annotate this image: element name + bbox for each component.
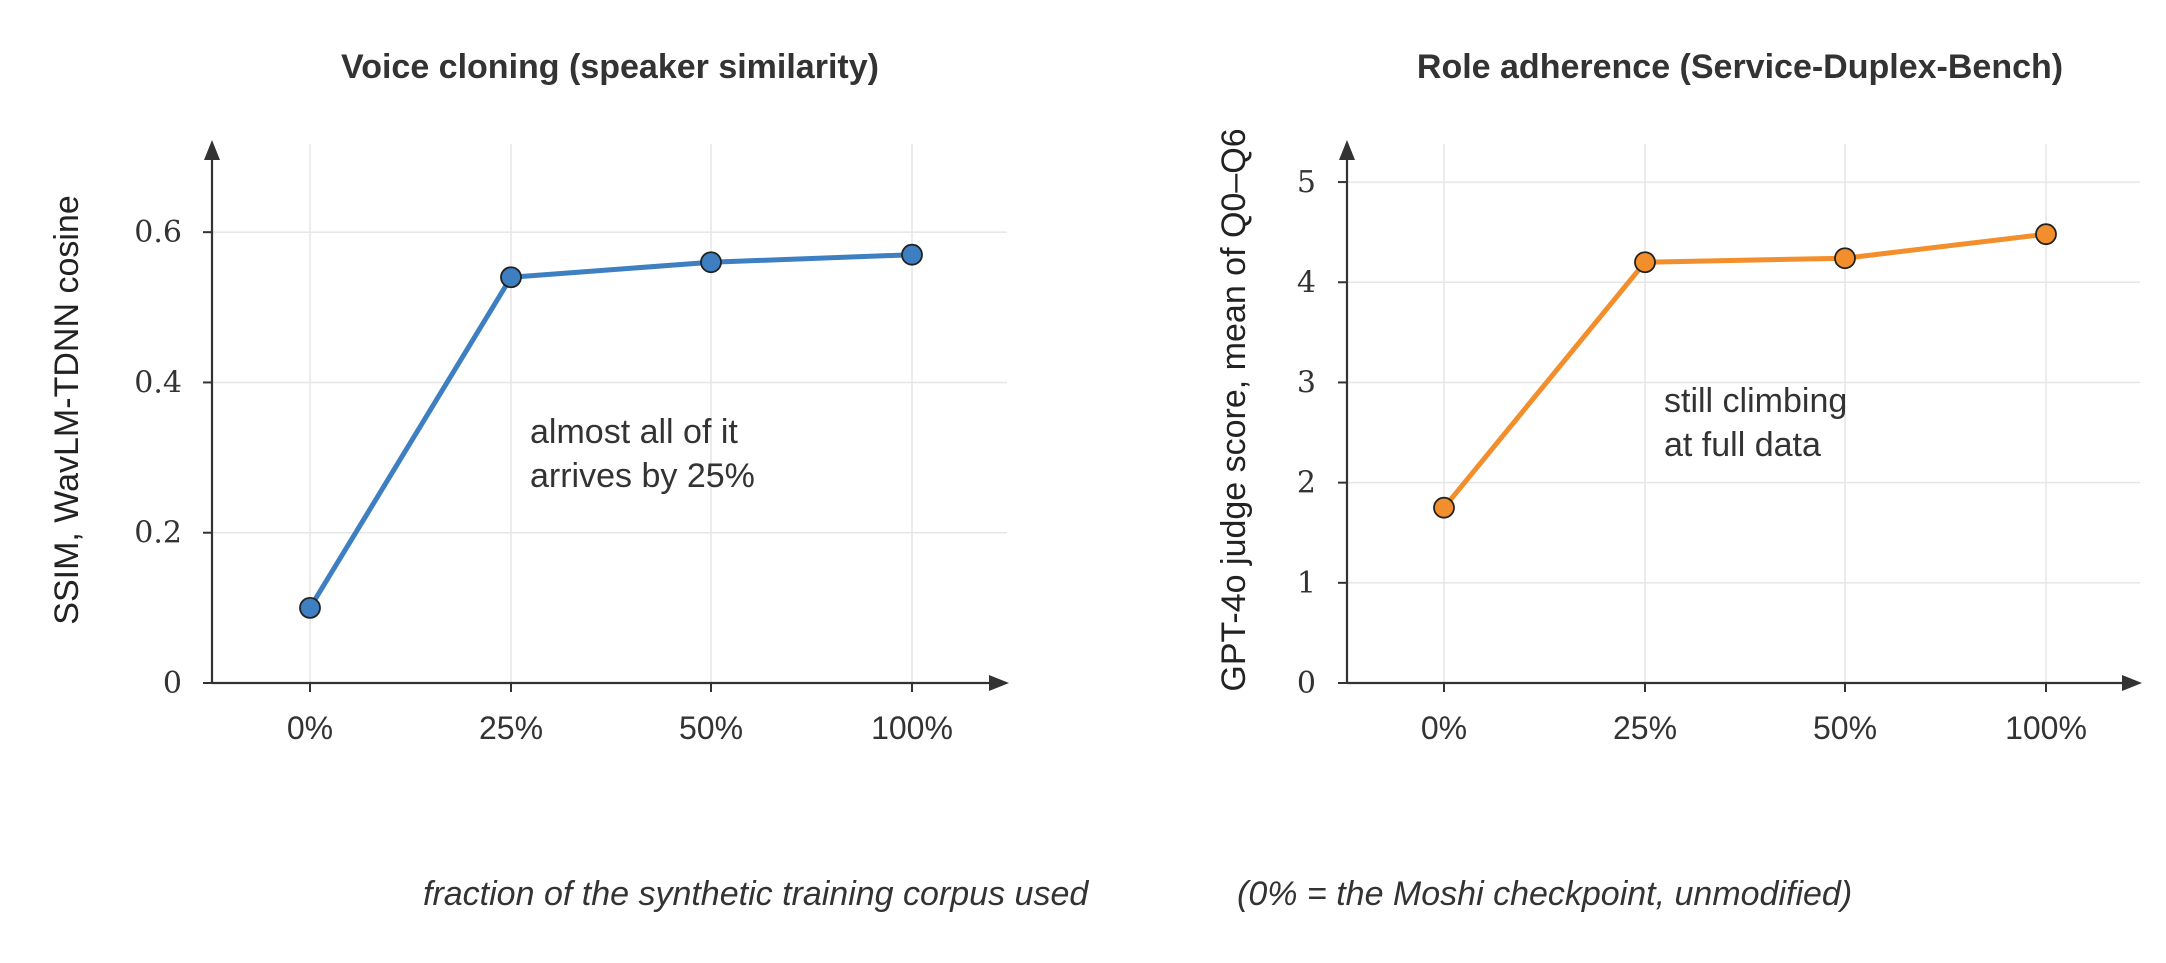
x-tick-label: 50%: [679, 710, 743, 746]
data-point: [700, 251, 722, 274]
annotation-line-1: almost all of it: [530, 413, 738, 451]
series-line: [1441, 231, 2049, 511]
data-point: [2035, 223, 2057, 246]
data-point: [1634, 251, 1656, 274]
y-tick-label: 1: [1297, 566, 1316, 601]
x-tick-label: 50%: [1813, 710, 1877, 746]
y-tick-label: 0.6: [134, 215, 182, 250]
plot-area: 0 0.2 0.4 0.6 0% 25% 50% 100%: [134, 140, 1009, 746]
y-tick-label: 2: [1297, 466, 1316, 501]
y-tick-label: 3: [1297, 365, 1316, 400]
y-tick-label: 0: [1297, 666, 1316, 701]
y-tick-label: 5: [1297, 165, 1316, 200]
x-tick-label: 100%: [2005, 710, 2087, 746]
x-tick-label: 25%: [479, 710, 543, 746]
y-tick-label: 0.2: [134, 516, 182, 551]
data-point: [299, 596, 321, 619]
y-tick-label: 0.4: [134, 365, 182, 400]
chart-voice-cloning: Voice cloning (speaker similarity) SSIM,…: [48, 48, 1009, 746]
y-axis-label: SSIM, WavLM-TDNN cosine: [48, 195, 86, 624]
chart-title: Voice cloning (speaker similarity): [341, 48, 879, 86]
x-tick-label: 0%: [1421, 710, 1467, 746]
y-axis-arrow: [204, 140, 220, 160]
x-axis-label: fraction of the synthetic training corpu…: [423, 875, 1089, 913]
y-tick-label: 0: [163, 666, 182, 701]
x-tick-label: 0%: [287, 710, 333, 746]
data-point: [901, 243, 923, 266]
chart-title: Role adherence (Service-Duplex-Bench): [1417, 48, 2063, 86]
x-tick-label: 25%: [1613, 710, 1677, 746]
annotation-line-1: still climbing: [1664, 382, 1847, 420]
series-line: [307, 252, 915, 611]
x-axis-arrow: [2122, 675, 2142, 691]
annotation-line-2: at full data: [1664, 426, 1821, 464]
x-tick-label: 100%: [871, 710, 953, 746]
y-tick-label: 4: [1297, 265, 1316, 300]
footer-note: (0% = the Moshi checkpoint, unmodified): [1237, 875, 1852, 913]
annotation-line-2: arrives by 25%: [530, 457, 755, 495]
data-point: [1433, 496, 1455, 519]
y-axis-arrow: [1339, 140, 1355, 160]
y-axis-label: GPT-4o judge score, mean of Q0–Q6: [1215, 128, 1253, 691]
data-point: [1834, 247, 1856, 270]
chart-role-adherence: Role adherence (Service-Duplex-Bench) GP…: [1215, 48, 2142, 746]
data-point: [500, 266, 522, 289]
x-axis-arrow: [989, 675, 1009, 691]
